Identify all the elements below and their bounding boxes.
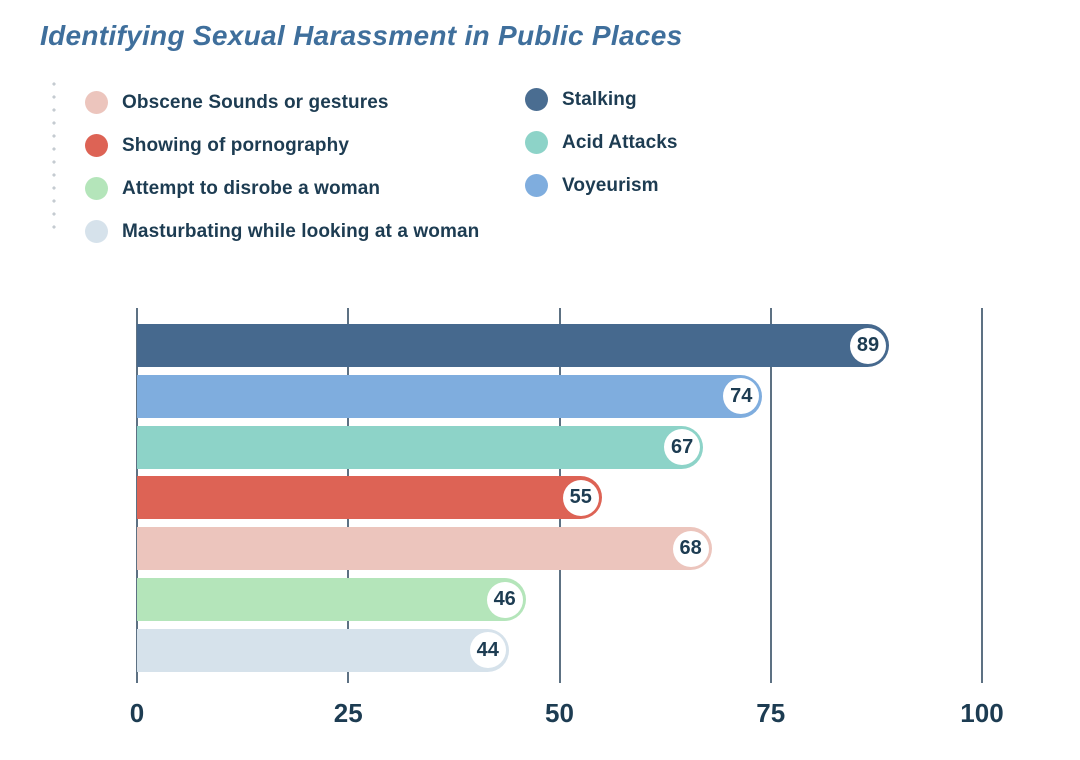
x-tick-label: 75 bbox=[756, 698, 786, 728]
legend-marker-icon bbox=[525, 88, 548, 111]
x-axis: 0 25 50 75 100 bbox=[130, 698, 1004, 732]
legend-item: Acid Attacks bbox=[525, 121, 678, 164]
value-badge: 67 bbox=[664, 429, 701, 466]
bar: 68 bbox=[137, 527, 712, 571]
bar: 74 bbox=[137, 374, 763, 418]
legend-item: Obscene Sounds or gestures bbox=[85, 81, 479, 124]
x-tick-label: 25 bbox=[333, 698, 363, 728]
legend-label: Obscene Sounds or gestures bbox=[122, 91, 389, 113]
legend-marker-icon bbox=[85, 91, 108, 114]
bar: 67 bbox=[137, 425, 704, 469]
value-badge: 89 bbox=[850, 327, 887, 364]
legend-marker-icon bbox=[525, 174, 548, 197]
legend-marker-icon bbox=[525, 131, 548, 154]
bar: 89 bbox=[137, 324, 890, 367]
legend-column-left: Obscene Sounds or gestures Showing of por… bbox=[85, 81, 479, 253]
plot-area: 89 74 67 55 68 46 44 bbox=[136, 308, 983, 683]
x-tick-label: 100 bbox=[960, 698, 1004, 728]
legend-item: Attempt to disrobe a woman bbox=[85, 167, 479, 210]
legend-marker-icon bbox=[85, 134, 108, 157]
legend-marker-icon bbox=[85, 220, 108, 243]
gridline bbox=[981, 308, 983, 683]
x-tick-label: 0 bbox=[129, 698, 145, 728]
bar: 44 bbox=[137, 628, 509, 672]
value-badge: 44 bbox=[469, 632, 506, 669]
bar: 46 bbox=[137, 578, 526, 621]
legend-item: Voyeurism bbox=[525, 164, 678, 207]
legend-label: Showing of pornography bbox=[122, 134, 350, 156]
legend-item: Masturbating while looking at a woman bbox=[85, 210, 479, 253]
bar: 55 bbox=[137, 476, 602, 520]
chart-title: Identifying Sexual Harassment in Public … bbox=[40, 20, 683, 51]
legend-label: Acid Attacks bbox=[562, 131, 678, 153]
legend-item: Stalking bbox=[525, 78, 678, 121]
dotted-divider bbox=[52, 82, 56, 232]
gridline bbox=[769, 308, 772, 683]
legend-label: Voyeurism bbox=[562, 174, 659, 196]
value-badge: 74 bbox=[723, 378, 760, 415]
legend-item: Showing of pornography bbox=[85, 124, 479, 167]
value-badge: 55 bbox=[562, 479, 599, 516]
value-badge: 46 bbox=[486, 581, 523, 618]
legend-column-right: Stalking Acid Attacks Voyeurism bbox=[525, 78, 678, 207]
legend-label: Masturbating while looking at a woman bbox=[122, 220, 480, 242]
legend-label: Attempt to disrobe a woman bbox=[122, 177, 381, 199]
value-badge: 68 bbox=[672, 530, 709, 567]
legend-label: Stalking bbox=[562, 88, 637, 110]
x-tick-label: 50 bbox=[545, 698, 574, 728]
legend-marker-icon bbox=[85, 177, 108, 200]
